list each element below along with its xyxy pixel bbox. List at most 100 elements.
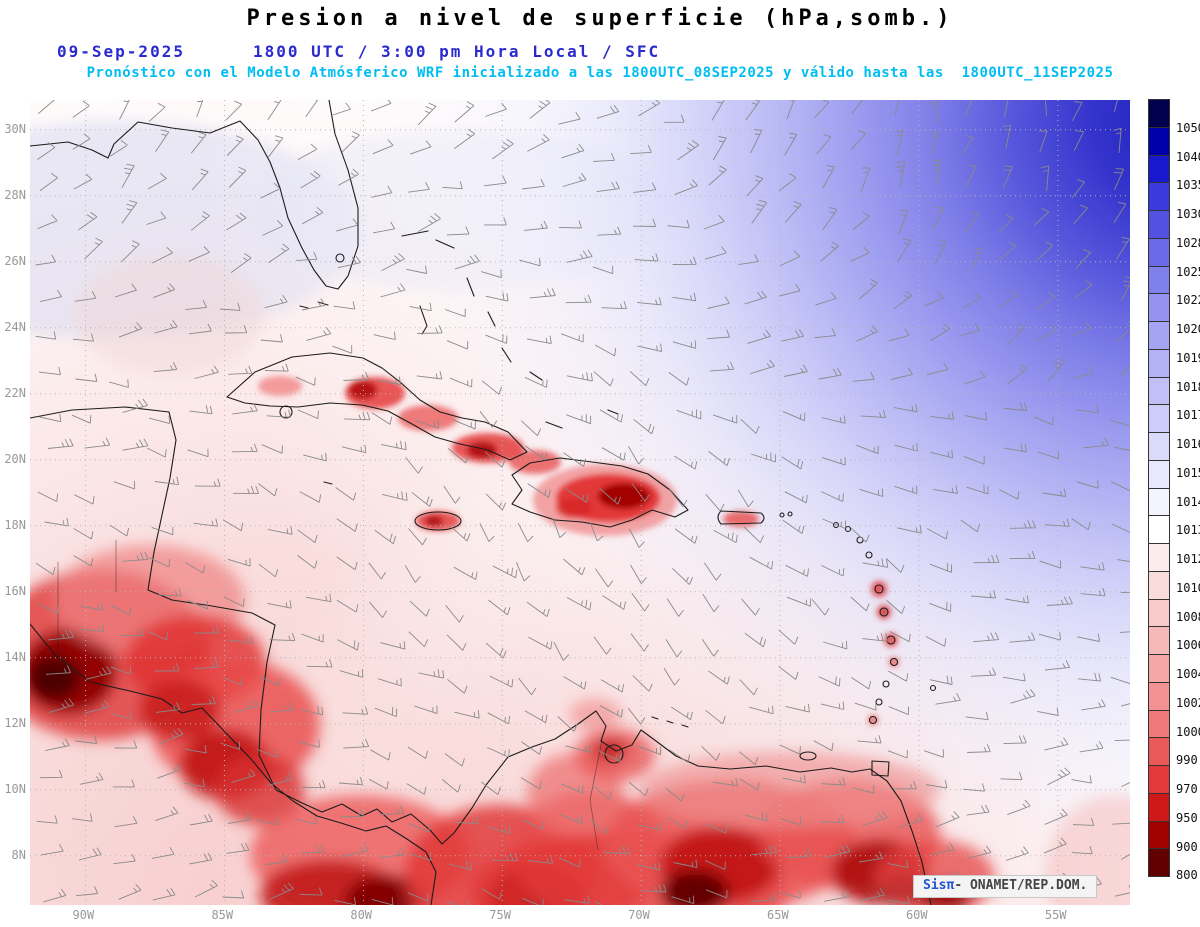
- colorbar-segment: [1148, 210, 1170, 239]
- colorbar-segment: [1148, 293, 1170, 322]
- florida-keys: [299, 301, 329, 309]
- colorbar-segment: [1148, 321, 1170, 350]
- colorbar-tick-label: 1006: [1176, 638, 1200, 653]
- lat-tick-label: 20N: [4, 451, 26, 466]
- colorbar-tick-label: 1010: [1176, 580, 1200, 595]
- colorbar-tick-label: 1000: [1176, 724, 1200, 739]
- cayman: [323, 481, 333, 485]
- colorbar-segment: [1148, 487, 1170, 517]
- jamaica-coast: [414, 511, 462, 531]
- colorbar-tick-label: 1004: [1176, 667, 1200, 681]
- colorbar-tick-label: 1019: [1176, 350, 1200, 365]
- valid-time: 1800 UTC / 3:00 pm Hora Local / SFC: [253, 42, 661, 61]
- colorbar-segment: [1148, 376, 1170, 406]
- coastlines: [30, 100, 937, 905]
- pressure-colorbar: [1148, 99, 1170, 877]
- colorbar-segment: [1148, 459, 1170, 489]
- colorbar-segment: [1148, 515, 1170, 544]
- lon-tick-label: 90W: [72, 908, 95, 922]
- colorbar-tick-label: 1014: [1176, 494, 1200, 509]
- lon-tick-label: 80W: [350, 908, 373, 922]
- colorbar-segment: [1148, 820, 1170, 850]
- colorbar-tick-label: 1040: [1176, 149, 1200, 164]
- colorbar-segment: [1148, 626, 1170, 655]
- lesser-antilles: [651, 511, 937, 761]
- map-title: Presion a nivel de superficie (hPa,somb.…: [246, 6, 954, 31]
- colorbar-tick-label: 1035: [1176, 178, 1200, 193]
- colorbar-tick-label: 1020: [1176, 322, 1200, 336]
- colorbar-tick-label: 1002: [1176, 695, 1200, 710]
- colorbar-tick-label: 970: [1176, 782, 1198, 796]
- colorbar-segment: [1148, 543, 1170, 572]
- valid-date: 09-Sep-2025: [57, 42, 185, 61]
- colorbar-tick-label: 950: [1176, 810, 1198, 825]
- lat-tick-label: 26N: [4, 253, 26, 268]
- colorbar-segment: [1148, 348, 1170, 378]
- island-heat-lows: [258, 376, 899, 725]
- colorbar-segment: [1148, 432, 1170, 461]
- colorbar-segment: [1148, 99, 1170, 128]
- lon-tick-label: 65W: [767, 908, 789, 922]
- lat-tick-label: 24N: [4, 319, 26, 334]
- colorbar-tick-label: 900: [1176, 839, 1198, 854]
- colorbar-segment: [1148, 737, 1170, 766]
- colorbar-segment: [1148, 126, 1170, 156]
- colorbar-segment: [1148, 654, 1170, 683]
- lon-tick-label: 85W: [211, 908, 234, 922]
- colorbar-tick-label: 1028: [1176, 235, 1200, 250]
- map-canvas: [30, 100, 1130, 905]
- colorbar-tick-label: 800: [1176, 868, 1198, 883]
- gulf-florida-coast: [30, 100, 359, 290]
- lat-tick-label: 18N: [4, 517, 26, 532]
- colorbar-segment: [1148, 570, 1170, 600]
- attribution-brand: Sisπ: [923, 878, 955, 893]
- colorbar-tick-label: 1013: [1176, 523, 1200, 538]
- low-pressure-reds: [30, 545, 1130, 905]
- colorbar-tick-label: 1017: [1176, 408, 1200, 423]
- lat-tick-label: 12N: [4, 715, 26, 730]
- colorbar-segment: [1148, 848, 1170, 877]
- lon-tick-label: 75W: [489, 908, 511, 922]
- lon-tick-label: 60W: [905, 908, 928, 922]
- colorbar-segment: [1148, 709, 1170, 739]
- lat-tick-label: 8N: [11, 847, 26, 862]
- colorbar-tick-label: 1015: [1176, 465, 1200, 480]
- latitude-axis: 30N 28N 26N 24N 22N 20N 18N 16N 14N 12N 10N 8N: [0, 0, 28, 927]
- lat-tick-label: 30N: [4, 121, 26, 136]
- colorbar-segment: [1148, 404, 1170, 433]
- colorbar-tick-label: 1022: [1176, 293, 1200, 308]
- lon-tick-label: 70W: [628, 908, 650, 922]
- colorbar-segment: [1148, 237, 1170, 267]
- lat-tick-label: 10N: [4, 781, 26, 796]
- colorbar-tick-label: 990: [1176, 753, 1198, 768]
- colorbar-tick-label: 1016: [1176, 437, 1200, 451]
- lat-tick-label: 16N: [4, 583, 26, 598]
- grid-lines: [30, 100, 1130, 905]
- attribution-text: - ONAMET/REP.DOM.: [954, 878, 1088, 893]
- colorbar-tick-label: 1050: [1176, 120, 1200, 135]
- wind-barbs: [35, 100, 1130, 905]
- lat-tick-label: 22N: [4, 385, 26, 400]
- lake-okeechobee: [335, 253, 345, 263]
- colorbar-tick-label: 1008: [1176, 609, 1200, 624]
- isle-of-youth: [279, 405, 293, 419]
- colorbar-segment: [1148, 681, 1170, 711]
- cuba-coast: [226, 352, 528, 461]
- bahamas: [401, 230, 619, 429]
- attribution-box: Sisπ- ONAMET/REP.DOM.: [913, 875, 1098, 898]
- colorbar-tick-label: 1025: [1176, 264, 1200, 279]
- puerto-rico-coast: [717, 510, 765, 525]
- colorbar-segment: [1148, 265, 1170, 295]
- lat-tick-label: 28N: [4, 187, 26, 202]
- lon-tick-label: 55W: [1044, 908, 1067, 922]
- colorbar-segment: [1148, 154, 1170, 184]
- lat-tick-label: 14N: [4, 649, 26, 664]
- colorbar-segment: [1148, 792, 1170, 822]
- colorbar-tick-label: 1030: [1176, 207, 1200, 221]
- colorbar-segment: [1148, 765, 1170, 794]
- colorbar-tick-label: 1012: [1176, 552, 1200, 566]
- trinidad-coast: [871, 760, 890, 777]
- colorbar-segment: [1148, 182, 1170, 211]
